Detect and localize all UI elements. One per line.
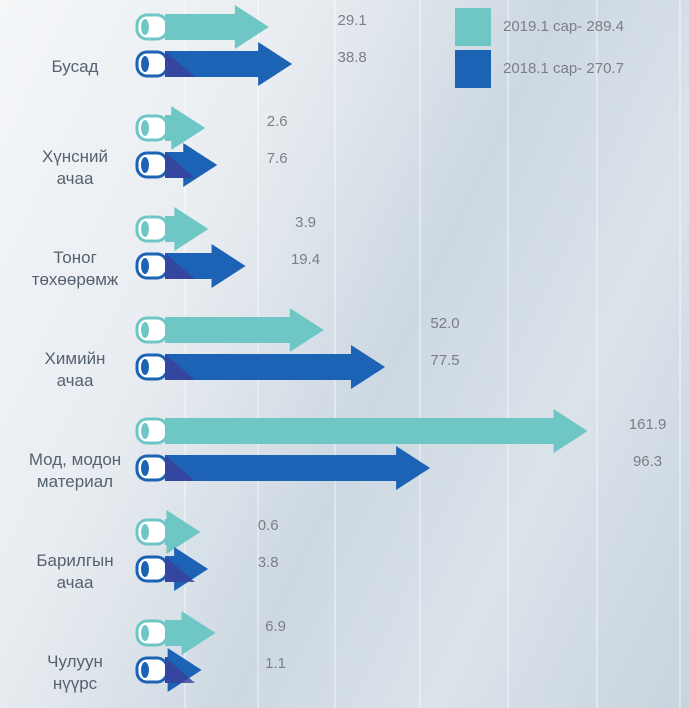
value-label: 19.4 bbox=[291, 251, 320, 268]
cylinder-end bbox=[141, 221, 149, 237]
legend-label: 2019.1 сар- 289.4 bbox=[503, 18, 624, 35]
chart: 2019.1 сар- 289.4 2018.1 сар- 270.7 29.1 38… bbox=[0, 0, 689, 708]
value-label: 6.9 bbox=[265, 618, 286, 635]
value-label: 0.6 bbox=[258, 517, 279, 534]
category-label: Химийн ачаа bbox=[0, 348, 150, 392]
value-label: 3.8 bbox=[258, 554, 279, 571]
category-label: Хүнсний ачаа bbox=[0, 146, 150, 190]
category-label: Барилгын ачаа bbox=[0, 550, 150, 594]
arrow-bar bbox=[165, 409, 588, 453]
cylinder-end bbox=[141, 524, 149, 540]
category-label: Бусад bbox=[0, 56, 150, 78]
value-label: 29.1 bbox=[338, 12, 367, 29]
category-label: Чулуун нүүрс bbox=[0, 651, 150, 695]
arrow-bar bbox=[165, 446, 430, 490]
value-label: 3.9 bbox=[295, 214, 316, 231]
value-label: 96.3 bbox=[633, 453, 662, 470]
value-label: 1.1 bbox=[265, 655, 286, 672]
cylinder-end bbox=[141, 423, 149, 439]
legend-swatch bbox=[455, 8, 491, 46]
arrow-bar bbox=[165, 510, 200, 554]
category-label: Мод, модон материал bbox=[0, 449, 150, 493]
arrow-bar bbox=[165, 611, 216, 655]
legend-label: 2018.1 сар- 270.7 bbox=[503, 60, 624, 77]
cylinder-end bbox=[141, 322, 149, 338]
value-label: 2.6 bbox=[267, 113, 288, 130]
value-label: 52.0 bbox=[430, 315, 459, 332]
cylinder-end bbox=[141, 625, 149, 641]
value-label: 38.8 bbox=[338, 49, 367, 66]
cylinder-end bbox=[141, 120, 149, 136]
arrow-bar bbox=[165, 345, 385, 389]
arrow-bar bbox=[165, 308, 324, 352]
cylinder-end bbox=[141, 19, 149, 35]
value-label: 7.6 bbox=[267, 150, 288, 167]
arrow-bar bbox=[165, 5, 269, 49]
value-label: 161.9 bbox=[629, 416, 667, 433]
arrow-bar bbox=[165, 207, 208, 251]
arrow-bar bbox=[165, 42, 292, 86]
value-label: 77.5 bbox=[430, 352, 459, 369]
category-label: Тоног төхөөрөмж bbox=[0, 247, 150, 291]
legend-swatch bbox=[455, 50, 491, 88]
